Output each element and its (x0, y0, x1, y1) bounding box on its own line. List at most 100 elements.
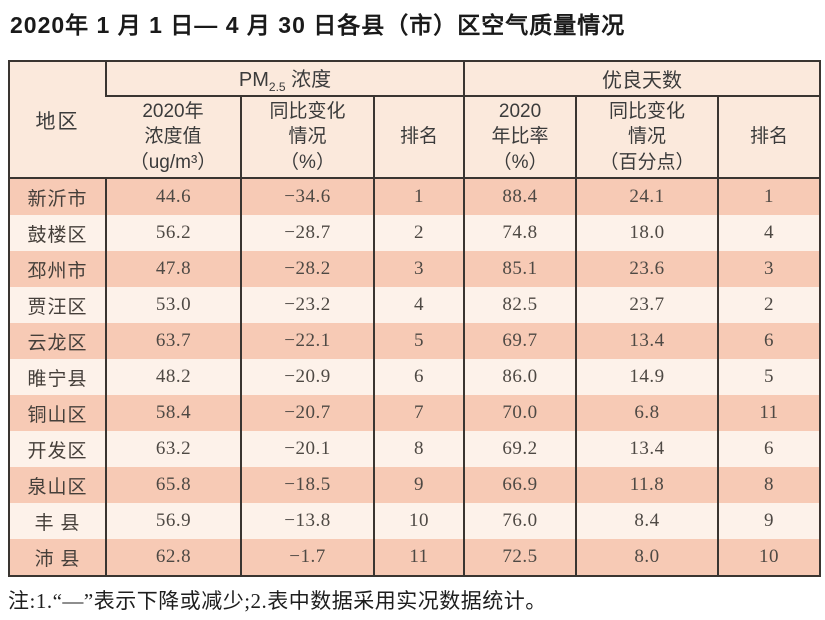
cell-good-ratio: 70.0 (463, 395, 577, 431)
cell-pm-value: 65.8 (105, 467, 241, 503)
table-row: 睢宁县 48.2 −20.9 6 86.0 14.9 5 (9, 359, 821, 395)
cell-pm-value: 47.8 (105, 251, 241, 287)
cell-good-rank: 2 (717, 287, 821, 323)
cell-region: 新沂市 (27, 188, 88, 210)
cell-pm-change: −20.1 (240, 431, 374, 467)
col-header-region: 地区 (9, 61, 106, 179)
cell-pm-value: 53.0 (105, 287, 241, 323)
pm25-prefix: PM (238, 69, 269, 91)
cell-good-ratio: 76.0 (463, 503, 577, 539)
cell-good-ratio: 86.0 (463, 359, 577, 395)
header-sub-row: 2020年 浓度值 （ug/m³） 同比变化 情况 （%） 排名 2020 年比… (9, 96, 821, 179)
cell-good-change: 13.4 (575, 431, 719, 467)
pm25-subscript: 2.5 (268, 80, 286, 94)
cell-good-ratio: 72.5 (463, 539, 577, 576)
cell-good-ratio: 69.7 (463, 323, 577, 359)
cell-pm-rank: 10 (372, 503, 465, 539)
cell-pm-rank: 11 (372, 539, 465, 576)
table-row: 泉山区 65.8 −18.5 9 66.9 11.8 8 (9, 467, 821, 503)
cell-pm-change: −22.1 (240, 323, 374, 359)
cell-good-ratio: 85.1 (463, 251, 577, 287)
cell-region: 丰 县 (34, 512, 81, 534)
col-header-pm-rank: 排名 (372, 96, 465, 179)
cell-good-change: 8.0 (575, 539, 719, 576)
cell-good-rank: 6 (717, 323, 821, 359)
cell-pm-value: 48.2 (105, 359, 241, 395)
cell-good-rank: 3 (717, 251, 821, 287)
table-row: 鼓楼区 56.2 −28.7 2 74.8 18.0 4 (9, 215, 821, 251)
cell-good-rank: 9 (717, 503, 821, 539)
cell-pm-rank: 8 (372, 431, 465, 467)
cell-pm-change: −13.8 (240, 503, 374, 539)
cell-region: 云龙区 (27, 332, 88, 354)
table-row: 新沂市 44.6 −34.6 1 88.4 24.1 1 (9, 178, 821, 215)
cell-good-ratio: 69.2 (463, 431, 577, 467)
cell-good-rank: 6 (717, 431, 821, 467)
cell-good-ratio: 88.4 (463, 178, 577, 215)
cell-pm-change: −34.6 (240, 178, 374, 215)
cell-region: 睢宁县 (27, 368, 88, 390)
col-header-good-ratio: 2020 年比率 （%） (463, 96, 577, 179)
cell-region: 鼓楼区 (27, 224, 88, 246)
cell-pm-rank: 9 (372, 467, 465, 503)
col-header-pm-value: 2020年 浓度值 （ug/m³） (106, 96, 241, 179)
cell-pm-rank: 6 (372, 359, 465, 395)
cell-region: 泉山区 (27, 476, 88, 498)
cell-good-change: 24.1 (575, 178, 719, 215)
cell-good-change: 8.4 (575, 503, 719, 539)
cell-good-change: 18.0 (575, 215, 719, 251)
header-group-row: 地区 PM2.5 浓度 优良天数 (9, 61, 821, 179)
table-row: 云龙区 63.7 −22.1 5 69.7 13.4 6 (9, 323, 821, 359)
footnote: 注:1.“—”表示下降或减少;2.表中数据采用实况数据统计。 (8, 589, 547, 613)
cell-good-ratio: 66.9 (463, 467, 577, 503)
cell-region: 铜山区 (27, 404, 88, 426)
cell-good-ratio: 82.5 (463, 287, 577, 323)
cell-pm-value: 56.9 (105, 503, 241, 539)
pm25-suffix: 浓度 (285, 69, 332, 91)
cell-good-ratio: 74.8 (463, 215, 577, 251)
table-header: 地区 PM2.5 浓度 优良天数 2020年 浓度值 （ug/m³） 同比变化 … (9, 61, 821, 179)
cell-pm-value: 63.2 (105, 431, 241, 467)
cell-pm-value: 63.7 (105, 323, 241, 359)
col-header-good-rank: 排名 (717, 96, 821, 179)
cell-good-rank: 10 (717, 539, 821, 576)
cell-pm-rank: 7 (372, 395, 465, 431)
cell-pm-change: −28.2 (240, 251, 374, 287)
cell-region: 沛 县 (34, 548, 81, 570)
table-row: 丰 县 56.9 −13.8 10 76.0 8.4 9 (9, 503, 821, 539)
cell-pm-change: −1.7 (240, 539, 374, 576)
cell-good-rank: 1 (717, 178, 821, 215)
cell-pm-rank: 3 (372, 251, 465, 287)
table-row: 铜山区 58.4 −20.7 7 70.0 6.8 11 (9, 395, 821, 431)
cell-pm-change: −20.7 (240, 395, 374, 431)
table-row: 贾汪区 53.0 −23.2 4 82.5 23.7 2 (9, 287, 821, 323)
cell-pm-rank: 4 (372, 287, 465, 323)
cell-good-change: 13.4 (575, 323, 719, 359)
col-header-good-change: 同比变化 情况 （百分点） (575, 96, 719, 179)
cell-good-rank: 8 (717, 467, 821, 503)
col-header-pm-change: 同比变化 情况 （%） (240, 96, 374, 179)
cell-pm-change: −23.2 (240, 287, 374, 323)
cell-good-change: 6.8 (575, 395, 719, 431)
cell-good-change: 11.8 (575, 467, 719, 503)
table-row: 开发区 63.2 −20.1 8 69.2 13.4 6 (9, 431, 821, 467)
cell-pm-change: −20.9 (240, 359, 374, 395)
cell-pm-change: −18.5 (240, 467, 374, 503)
cell-good-rank: 11 (717, 395, 821, 431)
cell-good-rank: 5 (717, 359, 821, 395)
cell-pm-value: 62.8 (105, 539, 241, 576)
cell-good-change: 23.7 (575, 287, 719, 323)
cell-good-change: 23.6 (575, 251, 719, 287)
cell-pm-value: 56.2 (105, 215, 241, 251)
cell-region: 贾汪区 (27, 296, 88, 318)
cell-pm-value: 58.4 (105, 395, 241, 431)
cell-pm-rank: 5 (372, 323, 465, 359)
cell-pm-change: −28.7 (240, 215, 374, 251)
group-header-good-days: 优良天数 (463, 61, 821, 97)
cell-pm-rank: 2 (372, 215, 465, 251)
cell-pm-rank: 1 (372, 178, 465, 215)
cell-region: 邳州市 (27, 260, 88, 282)
cell-good-change: 14.9 (575, 359, 719, 395)
table-row: 沛 县 62.8 −1.7 11 72.5 8.0 10 (9, 539, 821, 576)
